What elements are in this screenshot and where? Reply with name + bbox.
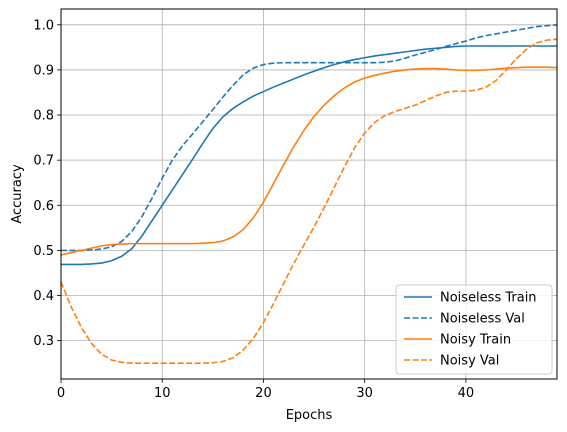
legend-label: Noiseless Train <box>440 291 537 306</box>
y-tick-label: 0.9 <box>33 63 54 78</box>
y-axis-ticks: 0.3 0.4 0.5 0.6 0.7 0.8 0.9 1.0 <box>33 18 61 349</box>
x-tick-label: 0 <box>57 386 65 401</box>
y-tick-label: 0.3 <box>33 334 54 349</box>
legend-box <box>395 284 553 375</box>
x-tick-label: 40 <box>458 386 475 401</box>
legend-label: Noiseless Val <box>440 312 525 327</box>
y-tick-label: 0.6 <box>33 199 54 214</box>
x-tick-label: 30 <box>356 386 373 401</box>
series-line-noiseless-val <box>61 23 557 252</box>
x-axis-label: Epochs <box>286 408 333 423</box>
y-tick-label: 0.4 <box>33 289 54 304</box>
series-lines <box>61 23 557 365</box>
x-tick-label: 10 <box>154 386 171 401</box>
series-line-noisy-val <box>61 38 557 365</box>
legend-label: Noisy Train <box>440 333 511 348</box>
y-tick-label: 1.0 <box>33 18 54 33</box>
y-axis-label: Accuracy <box>10 164 25 224</box>
plot-frame <box>60 8 558 380</box>
series-line-noisy-train <box>61 66 557 256</box>
x-axis-ticks: 0 10 20 30 40 <box>57 379 474 401</box>
y-tick-label: 0.8 <box>33 109 54 124</box>
series-line-noiseless-train <box>61 45 557 266</box>
y-tick-label: 0.5 <box>33 244 54 259</box>
y-tick-label: 0.7 <box>33 154 54 169</box>
legend-label: Noisy Val <box>440 354 499 369</box>
grid <box>60 9 557 379</box>
x-tick-label: 20 <box>255 386 272 401</box>
legend: Noiseless Train Noiseless Val Noisy Train N… <box>395 284 553 375</box>
